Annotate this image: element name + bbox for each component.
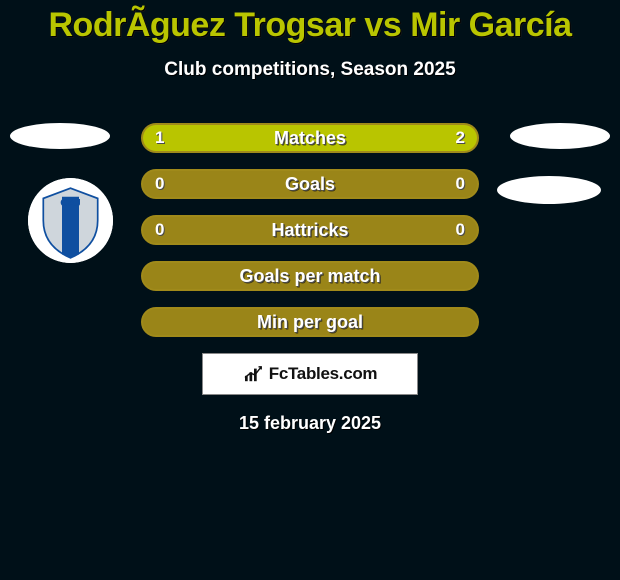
stat-row-gpm: Goals per match: [141, 261, 479, 291]
page-title: RodrÃ­guez Trogsar vs Mir García: [0, 0, 620, 45]
watermark: FcTables.com: [202, 353, 418, 395]
subtitle: Club competitions, Season 2025: [0, 59, 620, 81]
date: 15 february 2025: [0, 413, 620, 434]
stat-row-hattricks: 0 Hattricks 0: [141, 215, 479, 245]
player-photo-left: [10, 123, 110, 149]
stat-label: Hattricks: [271, 220, 348, 241]
club-badge-left: CAJ: [28, 178, 113, 263]
stat-value-right: 0: [456, 220, 465, 240]
stat-label: Min per goal: [257, 312, 363, 333]
stat-value-left: 0: [155, 220, 164, 240]
watermark-text: FcTables.com: [269, 364, 378, 384]
stat-label: Matches: [274, 128, 346, 149]
club-badge-right: [497, 176, 601, 204]
watermark-icon: [243, 365, 265, 383]
stat-value-left: 0: [155, 174, 164, 194]
stat-label: Goals: [285, 174, 335, 195]
stat-label: Goals per match: [239, 266, 380, 287]
stat-value-left: 1: [155, 128, 164, 148]
stat-value-right: 2: [456, 128, 465, 148]
stat-row-mpg: Min per goal: [141, 307, 479, 337]
player-photo-right: [510, 123, 610, 149]
svg-text:CAJ: CAJ: [60, 198, 80, 209]
stat-row-matches: 1 Matches 2: [141, 123, 479, 153]
stat-row-goals: 0 Goals 0: [141, 169, 479, 199]
stat-value-right: 0: [456, 174, 465, 194]
stat-rows: 1 Matches 2 0 Goals 0 0 Hattricks 0 Goal…: [141, 123, 479, 337]
